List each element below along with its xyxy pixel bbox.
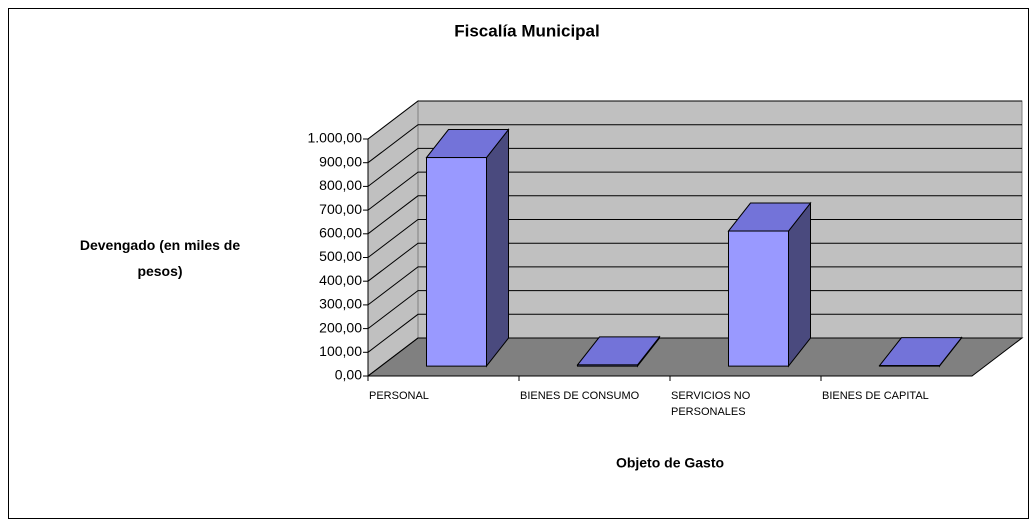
- y-tick-label: 900,00: [319, 153, 362, 169]
- x-tick-label: SERVICIOS NO PERSONALES: [671, 390, 751, 418]
- grid-line: [367, 147, 1022, 187]
- y-tick-label: 400,00: [319, 272, 362, 288]
- grid-line: [367, 266, 1022, 306]
- grid-line: [367, 219, 1022, 258]
- chart-title: Fiscalía Municipal: [454, 21, 600, 40]
- grid-line: [367, 290, 1022, 329]
- bar: [577, 364, 638, 367]
- y-tick-label: 100,00: [319, 343, 362, 359]
- x-tick-label: BIENES DE CAPITAL: [822, 390, 929, 402]
- bar: [426, 157, 487, 367]
- grid-line: [367, 313, 1022, 353]
- grid-line: [367, 100, 1022, 140]
- x-tick-label: PERSONAL: [369, 390, 429, 402]
- grid-line: [367, 195, 1022, 235]
- y-tick-label: 0,00: [335, 367, 362, 383]
- x-tick-label: BIENES DE CONSUMO: [520, 390, 640, 402]
- grid-line: [367, 171, 1022, 211]
- bar-side: [486, 128, 509, 368]
- y-tick-label: 800,00: [319, 177, 362, 193]
- x-axis-title: Objeto de Gasto: [616, 455, 724, 471]
- y-tick-label: 200,00: [319, 319, 362, 335]
- grid-line: [367, 124, 1022, 164]
- y-tick-label: 300,00: [319, 296, 362, 312]
- y-tick-label: 600,00: [319, 225, 362, 241]
- bar: [728, 230, 789, 367]
- y-tick-label: 1.000,00: [308, 130, 363, 146]
- grid-line: [367, 337, 1022, 377]
- y-axis-title: Devengado (en miles de pesos): [79, 237, 241, 279]
- grid-line: [367, 242, 1022, 282]
- y-tick-label: 500,00: [319, 248, 362, 264]
- y-tick-label: 700,00: [319, 201, 362, 217]
